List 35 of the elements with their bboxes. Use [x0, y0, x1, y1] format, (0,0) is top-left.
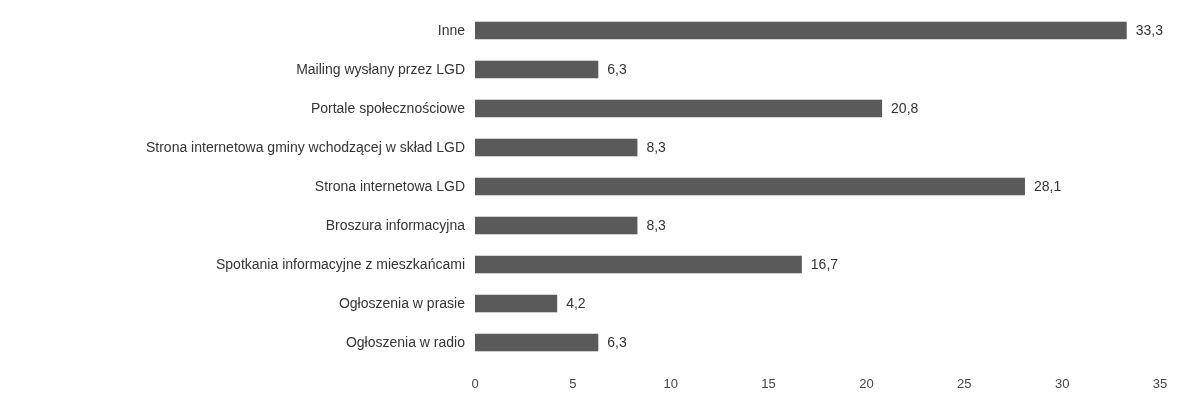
data-label: 4,2 — [566, 295, 586, 312]
y-tick-label: Mailing wysłany przez LGD — [296, 61, 465, 78]
bar — [475, 99, 883, 118]
x-tick-label: 30 — [1054, 376, 1070, 391]
data-label: 8,3 — [646, 217, 667, 234]
bar — [475, 333, 599, 352]
y-tick-label: Strona internetowa LGD — [314, 178, 465, 195]
y-tick-label: Inne — [437, 22, 466, 39]
bar — [475, 177, 1025, 196]
bar — [475, 138, 638, 157]
y-tick-label: Ogłoszenia w radio — [345, 334, 466, 351]
y-tick-label: Broszura informacyjna — [325, 217, 466, 234]
data-label: 8,3 — [646, 139, 667, 156]
y-tick-label: Spotkania informacyjne z mieszkańcami — [216, 256, 465, 273]
data-label: 28,1 — [1033, 178, 1062, 195]
data-label: 16,7 — [810, 256, 839, 273]
x-tick-label: 20 — [859, 376, 874, 391]
data-label: 6,3 — [607, 61, 627, 78]
bar — [475, 216, 638, 235]
x-tick-label: 0 — [471, 376, 479, 391]
x-tick-label: 15 — [761, 376, 776, 391]
y-tick-label: Portale społecznościowe — [310, 100, 466, 117]
bar — [475, 60, 599, 79]
data-label: 33,3 — [1135, 22, 1164, 39]
bar — [475, 294, 558, 313]
data-label: 20,8 — [891, 100, 919, 117]
x-tick-label: 25 — [957, 376, 972, 391]
y-tick-label: Strona internetowa gminy wchodzącej w skład LGD — [145, 139, 465, 156]
bar — [475, 21, 1127, 40]
x-tick-label: 5 — [569, 376, 577, 391]
y-tick-label: Ogłoszenia w prasie — [338, 295, 466, 312]
data-label: 6,3 — [607, 334, 627, 351]
bar — [475, 255, 802, 274]
x-tick-label: 10 — [663, 376, 678, 391]
x-tick-label: 35 — [1152, 376, 1168, 391]
